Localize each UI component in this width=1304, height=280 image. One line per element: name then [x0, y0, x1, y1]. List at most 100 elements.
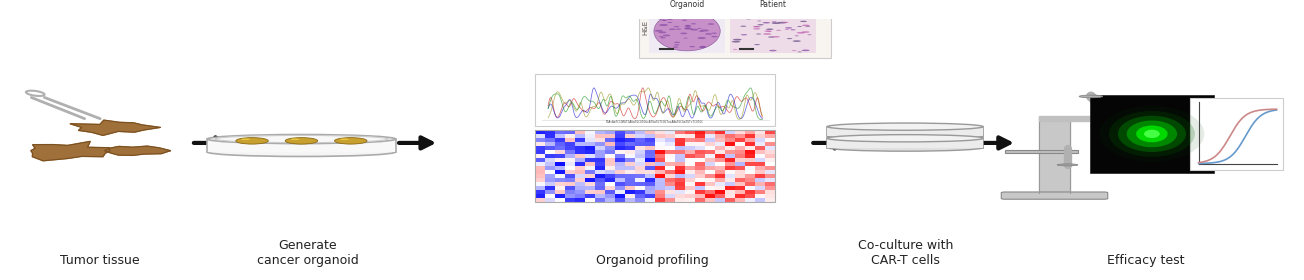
FancyBboxPatch shape: [565, 162, 575, 166]
FancyBboxPatch shape: [595, 170, 605, 174]
FancyBboxPatch shape: [615, 182, 626, 186]
FancyBboxPatch shape: [645, 166, 656, 170]
FancyBboxPatch shape: [735, 142, 746, 146]
Text: Patient: Patient: [759, 0, 786, 9]
Ellipse shape: [737, 17, 746, 19]
FancyBboxPatch shape: [695, 138, 705, 142]
Ellipse shape: [743, 18, 748, 19]
Ellipse shape: [673, 46, 678, 48]
FancyBboxPatch shape: [695, 146, 705, 150]
FancyBboxPatch shape: [575, 174, 585, 178]
Ellipse shape: [827, 144, 983, 151]
Ellipse shape: [827, 132, 983, 139]
FancyBboxPatch shape: [755, 182, 765, 186]
Polygon shape: [31, 141, 110, 161]
FancyBboxPatch shape: [725, 146, 735, 150]
FancyBboxPatch shape: [615, 158, 626, 162]
FancyBboxPatch shape: [545, 190, 556, 194]
Ellipse shape: [792, 18, 798, 19]
FancyBboxPatch shape: [635, 138, 645, 142]
FancyBboxPatch shape: [765, 178, 776, 182]
FancyBboxPatch shape: [735, 134, 746, 138]
FancyBboxPatch shape: [765, 174, 776, 178]
FancyBboxPatch shape: [595, 186, 605, 190]
FancyBboxPatch shape: [765, 134, 776, 138]
Ellipse shape: [675, 15, 685, 17]
FancyBboxPatch shape: [575, 146, 585, 150]
Ellipse shape: [685, 27, 690, 29]
Ellipse shape: [785, 27, 793, 29]
Ellipse shape: [763, 15, 767, 16]
Ellipse shape: [754, 28, 760, 30]
FancyBboxPatch shape: [585, 158, 596, 162]
FancyBboxPatch shape: [746, 186, 755, 190]
FancyBboxPatch shape: [545, 194, 556, 198]
FancyBboxPatch shape: [585, 130, 596, 134]
FancyBboxPatch shape: [625, 166, 635, 170]
FancyBboxPatch shape: [665, 142, 675, 146]
FancyBboxPatch shape: [625, 194, 635, 198]
FancyBboxPatch shape: [735, 182, 746, 186]
FancyBboxPatch shape: [716, 190, 725, 194]
FancyBboxPatch shape: [605, 190, 615, 194]
FancyBboxPatch shape: [635, 158, 645, 162]
FancyBboxPatch shape: [645, 142, 656, 146]
FancyBboxPatch shape: [695, 162, 705, 166]
FancyBboxPatch shape: [665, 138, 675, 142]
FancyBboxPatch shape: [595, 138, 605, 142]
FancyBboxPatch shape: [625, 178, 635, 182]
FancyBboxPatch shape: [665, 166, 675, 170]
FancyBboxPatch shape: [556, 198, 566, 202]
FancyBboxPatch shape: [645, 130, 656, 134]
FancyBboxPatch shape: [565, 142, 575, 146]
FancyBboxPatch shape: [655, 190, 665, 194]
FancyBboxPatch shape: [595, 162, 605, 166]
FancyBboxPatch shape: [655, 138, 665, 142]
FancyBboxPatch shape: [705, 154, 716, 158]
FancyBboxPatch shape: [615, 134, 626, 138]
FancyBboxPatch shape: [716, 138, 725, 142]
Ellipse shape: [1099, 106, 1205, 162]
FancyBboxPatch shape: [755, 138, 765, 142]
FancyBboxPatch shape: [585, 190, 596, 194]
FancyBboxPatch shape: [635, 146, 645, 150]
FancyBboxPatch shape: [695, 134, 705, 138]
FancyBboxPatch shape: [735, 146, 746, 150]
FancyBboxPatch shape: [585, 134, 596, 138]
FancyBboxPatch shape: [565, 182, 575, 186]
Ellipse shape: [674, 42, 681, 43]
FancyBboxPatch shape: [1001, 192, 1108, 199]
Ellipse shape: [215, 136, 387, 143]
FancyBboxPatch shape: [735, 162, 746, 166]
Ellipse shape: [698, 28, 702, 29]
FancyBboxPatch shape: [575, 158, 585, 162]
FancyBboxPatch shape: [686, 190, 695, 194]
FancyBboxPatch shape: [635, 170, 645, 174]
FancyBboxPatch shape: [705, 186, 716, 190]
FancyBboxPatch shape: [585, 174, 596, 178]
FancyBboxPatch shape: [605, 166, 615, 170]
Ellipse shape: [765, 16, 775, 18]
Ellipse shape: [657, 18, 665, 19]
Text: H&E: H&E: [643, 20, 648, 35]
FancyBboxPatch shape: [716, 130, 725, 134]
Ellipse shape: [768, 36, 775, 38]
FancyBboxPatch shape: [645, 198, 656, 202]
FancyBboxPatch shape: [716, 142, 725, 146]
FancyBboxPatch shape: [635, 182, 645, 186]
FancyBboxPatch shape: [556, 142, 566, 146]
FancyBboxPatch shape: [705, 158, 716, 162]
FancyBboxPatch shape: [686, 186, 695, 190]
Ellipse shape: [699, 31, 704, 32]
FancyBboxPatch shape: [655, 130, 665, 134]
FancyBboxPatch shape: [827, 138, 983, 148]
FancyBboxPatch shape: [686, 154, 695, 158]
FancyBboxPatch shape: [605, 150, 615, 154]
Ellipse shape: [806, 26, 810, 27]
FancyBboxPatch shape: [565, 130, 575, 134]
FancyBboxPatch shape: [665, 162, 675, 166]
FancyBboxPatch shape: [535, 174, 545, 178]
FancyBboxPatch shape: [705, 162, 716, 166]
FancyBboxPatch shape: [625, 146, 635, 150]
FancyBboxPatch shape: [686, 138, 695, 142]
